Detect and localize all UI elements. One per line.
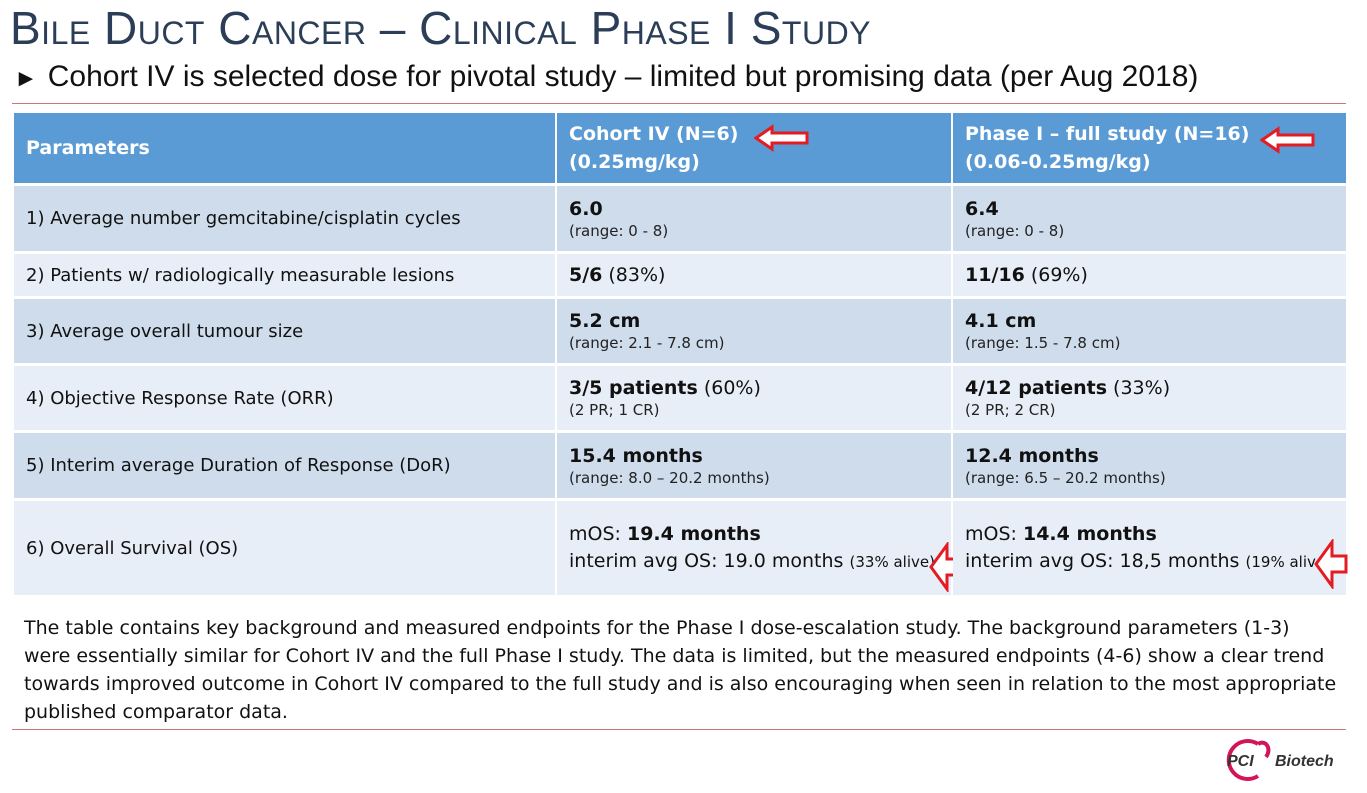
full-sub-value: (range: 6.5 – 20.2 months) bbox=[965, 468, 1166, 487]
cohort-main-value: 6.0 bbox=[569, 197, 603, 220]
left-arrow-icon bbox=[1314, 539, 1348, 589]
header-cohort-iv: Cohort IV (N=6) (0.25mg/kg) bbox=[555, 113, 953, 186]
cohort-main-value: 5.2 cm bbox=[569, 310, 641, 332]
full-mos-label: mOS: bbox=[965, 522, 1023, 545]
table-row: 6) Overall Survival (OS) mOS: 19.4 month… bbox=[12, 499, 1348, 598]
full-cell: mOS: 14.4 months interim avg OS: 18,5 mo… bbox=[951, 499, 1348, 598]
cohort-mos-value: 19.4 months bbox=[626, 522, 761, 545]
header-cohort-sub: (0.25mg/kg) bbox=[569, 151, 700, 173]
param-cell: 5) Interim average Duration of Response … bbox=[12, 431, 557, 501]
cohort-main-value: 15.4 months bbox=[569, 444, 703, 467]
full-sub-value: (range: 0 - 8) bbox=[965, 221, 1065, 240]
results-table: Parameters Cohort IV (N=6) (0.25mg/kg) P… bbox=[12, 113, 1348, 598]
table-row: 1) Average number gemcitabine/cisplatin … bbox=[12, 184, 1348, 254]
cohort-cell: 5/6 (83%) bbox=[555, 252, 953, 299]
full-cell: 12.4 months (range: 6.5 – 20.2 months) bbox=[951, 431, 1348, 501]
full-main-value: 4.1 cm bbox=[965, 310, 1037, 332]
cohort-sub-value: (range: 0 - 8) bbox=[569, 221, 669, 240]
cohort-alive: (33% alive) bbox=[849, 552, 935, 571]
full-mos-value: 14.4 months bbox=[1022, 522, 1157, 545]
cohort-main-value: 5/6 bbox=[569, 264, 603, 286]
full-cell: 4/12 patients (33%) (2 PR; 2 CR) bbox=[951, 364, 1348, 433]
top-divider bbox=[12, 103, 1346, 104]
cohort-sub-value: (range: 8.0 – 20.2 months) bbox=[569, 468, 770, 487]
full-main-value: 11/16 bbox=[965, 264, 1025, 286]
bullet-icon: ► bbox=[14, 65, 38, 92]
full-cell: 11/16 (69%) bbox=[951, 252, 1348, 299]
table-row: 5) Interim average Duration of Response … bbox=[12, 431, 1348, 501]
cohort-percent: (83%) bbox=[608, 264, 666, 286]
full-percent: (69%) bbox=[1030, 264, 1088, 286]
full-cell: 4.1 cm (range: 1.5 - 7.8 cm) bbox=[951, 297, 1348, 366]
full-sub-value: (range: 1.5 - 7.8 cm) bbox=[965, 334, 1121, 352]
pci-biotech-logo: PCI Biotech bbox=[1226, 739, 1334, 781]
full-alive: (19% alive) bbox=[1245, 552, 1331, 571]
cohort-cell: 15.4 months (range: 8.0 – 20.2 months) bbox=[555, 431, 953, 501]
full-main-value: 6.4 bbox=[965, 197, 999, 220]
param-cell: 6) Overall Survival (OS) bbox=[12, 499, 557, 598]
header-full-title: Phase I – full study (N=16) bbox=[965, 123, 1250, 145]
param-cell: 3) Average overall tumour size bbox=[12, 297, 557, 366]
cohort-cell: mOS: 19.4 months interim avg OS: 19.0 mo… bbox=[555, 499, 963, 598]
full-main-value: 12.4 months bbox=[965, 444, 1099, 467]
full-cell: 6.4 (range: 0 - 8) bbox=[951, 184, 1348, 254]
cohort-mos-label: mOS: bbox=[569, 522, 627, 545]
full-interim-os: interim avg OS: 18,5 months bbox=[965, 549, 1246, 572]
cohort-sub-value: (range: 2.1 - 7.8 cm) bbox=[569, 334, 725, 352]
full-percent: (33%) bbox=[1113, 377, 1171, 399]
header-parameters: Parameters bbox=[12, 113, 557, 186]
cohort-percent: (60%) bbox=[703, 377, 761, 399]
page-subtitle: ► Cohort IV is selected dose for pivotal … bbox=[14, 60, 1198, 96]
header-cohort-title: Cohort IV (N=6) bbox=[569, 123, 739, 145]
header-full-sub: (0.06-0.25mg/kg) bbox=[965, 151, 1151, 173]
full-main-value: 4/12 patients bbox=[965, 377, 1108, 399]
table-row: 2) Patients w/ radiologically measurable… bbox=[12, 252, 1348, 299]
table-row: 4) Objective Response Rate (ORR) 3/5 pat… bbox=[12, 364, 1348, 433]
logo-biotech-text: Biotech bbox=[1275, 753, 1334, 770]
cohort-cell: 5.2 cm (range: 2.1 - 7.8 cm) bbox=[555, 297, 953, 366]
param-cell: 2) Patients w/ radiologically measurable… bbox=[12, 252, 557, 299]
cohort-cell: 6.0 (range: 0 - 8) bbox=[555, 184, 953, 254]
cohort-main-value: 3/5 patients bbox=[569, 377, 698, 399]
cohort-sub-value: (2 PR; 1 CR) bbox=[569, 401, 660, 419]
left-arrow-icon bbox=[754, 124, 809, 152]
param-cell: 4) Objective Response Rate (ORR) bbox=[12, 364, 557, 433]
page-title: Bile Duct Cancer – Clinical Phase I Stud… bbox=[10, 2, 872, 54]
logo-pci-text: PCI bbox=[1227, 753, 1254, 770]
cohort-interim-os: interim avg OS: 19.0 months bbox=[569, 549, 850, 572]
left-arrow-icon bbox=[1260, 126, 1315, 154]
table-header-row: Parameters Cohort IV (N=6) (0.25mg/kg) P… bbox=[12, 113, 1348, 186]
bottom-divider bbox=[12, 729, 1346, 730]
param-cell: 1) Average number gemcitabine/cisplatin … bbox=[12, 184, 557, 254]
explanatory-note: The table contains key background and me… bbox=[24, 617, 1337, 723]
cohort-cell: 3/5 patients (60%) (2 PR; 1 CR) bbox=[555, 364, 953, 433]
full-sub-value: (2 PR; 2 CR) bbox=[965, 401, 1056, 419]
subtitle-text: Cohort IV is selected dose for pivotal s… bbox=[47, 60, 1199, 93]
header-full-study: Phase I – full study (N=16) (0.06-0.25mg… bbox=[951, 113, 1348, 186]
table-row: 3) Average overall tumour size 5.2 cm (r… bbox=[12, 297, 1348, 366]
